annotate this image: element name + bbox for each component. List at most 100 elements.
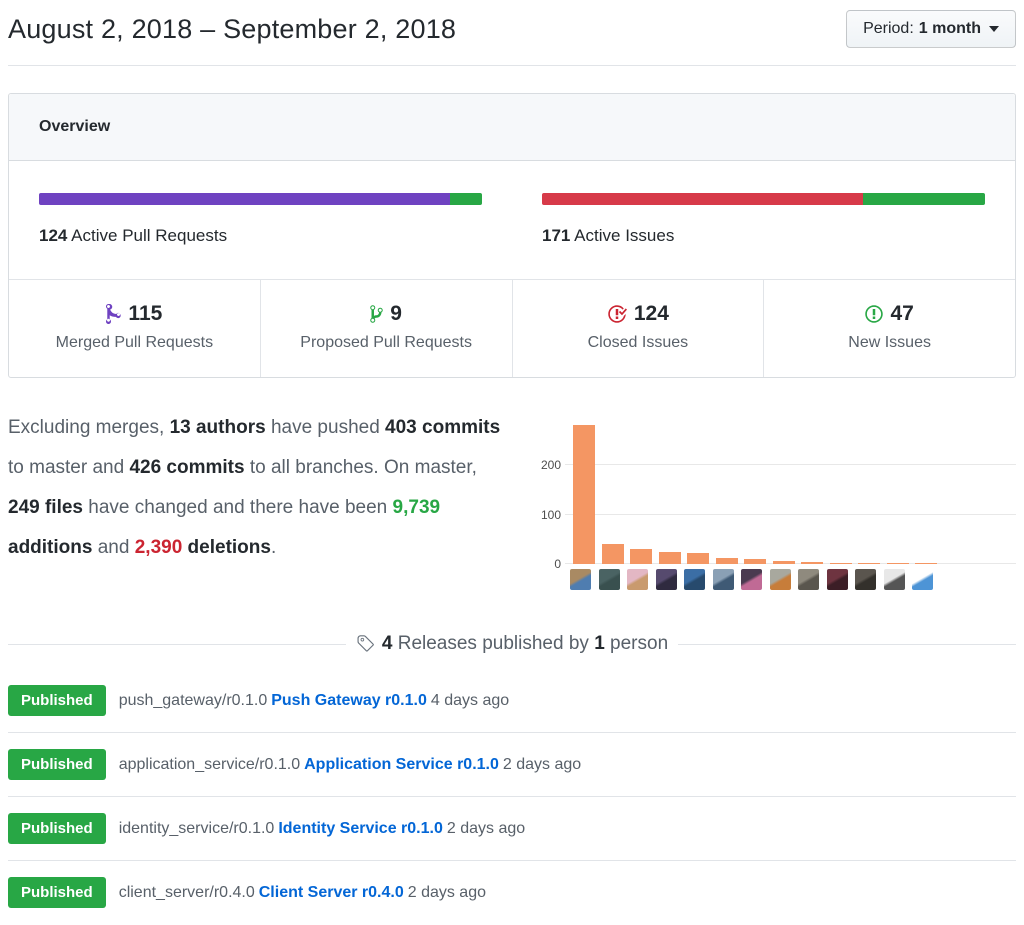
- author-avatar-8[interactable]: [769, 569, 791, 590]
- release-date: 2 days ago: [407, 883, 486, 901]
- active-pr-text: Active Pull Requests: [71, 226, 228, 245]
- published-badge: Published: [8, 685, 106, 716]
- proposed-pr-label: Proposed Pull Requests: [300, 334, 472, 351]
- proposed-pr-count: 9: [390, 302, 402, 325]
- author-avatar-4[interactable]: [655, 569, 677, 590]
- tag-icon: [356, 634, 374, 654]
- overview-title: Overview: [39, 118, 111, 135]
- y-axis-tick-label: 200: [540, 458, 561, 473]
- commit-bar-author-3: [630, 548, 652, 564]
- chart-plot-area: [565, 421, 1016, 590]
- release-title-link[interactable]: Push Gateway r0.1.0: [271, 691, 427, 709]
- active-pull-requests-label: 124 Active Pull Requests: [39, 226, 482, 246]
- new-issues-count: 47: [890, 302, 914, 325]
- commit-bar-author-1: [573, 425, 595, 564]
- summary-segment: to master and: [8, 457, 130, 478]
- closed-issues-label: Closed Issues: [587, 334, 689, 351]
- stat-proposed-pull-requests[interactable]: 9 Proposed Pull Requests: [259, 280, 512, 377]
- gridline: [565, 464, 1016, 466]
- overview-panel: Overview 124 Active Pull Requests: [8, 93, 1016, 378]
- release-list: Published push_gateway/r0.1.0 Push Gatewa…: [8, 669, 1016, 924]
- divider-line: [678, 643, 1016, 645]
- period-label: Period:: [863, 20, 914, 37]
- author-avatar-9[interactable]: [798, 569, 819, 590]
- new-issues-label: New Issues: [848, 334, 931, 351]
- releases-count: 4: [381, 633, 393, 654]
- stat-closed-issues[interactable]: 124 Closed Issues: [511, 280, 764, 377]
- closed-segment: [542, 193, 864, 205]
- release-title-link[interactable]: Application Service r0.1.0: [304, 755, 499, 773]
- git-merge-icon: [106, 304, 122, 324]
- active-issues-meter: 171 Active Issues: [512, 161, 1015, 279]
- all-branches-commits-count: 426 commits: [129, 457, 245, 478]
- release-date: 2 days ago: [502, 755, 582, 773]
- author-avatar-1[interactable]: [570, 569, 591, 590]
- releases-heading: 4 Releases published by 1 person: [346, 633, 678, 655]
- release-title-link[interactable]: Identity Service r0.1.0: [278, 819, 443, 837]
- merged-pr-count: 115: [128, 302, 163, 325]
- y-axis-tick-label: 0: [554, 557, 561, 571]
- author-avatar-13[interactable]: [912, 569, 933, 590]
- active-pr-count: 124: [39, 226, 68, 245]
- release-tag-name: push_gateway/r0.1.0: [118, 691, 268, 709]
- overview-stats: 115 Merged Pull Requests 9 Proposed Pull…: [9, 280, 1015, 377]
- chevron-down-icon: [989, 26, 999, 32]
- published-badge: Published: [8, 813, 106, 844]
- release-title-link[interactable]: Client Server r0.4.0: [258, 883, 404, 901]
- author-avatar-2[interactable]: [598, 569, 620, 590]
- issue-closed-icon: [607, 304, 627, 324]
- commits-per-author-chart: 0 100 200: [513, 408, 1016, 590]
- commit-summary-text: Excluding merges, 13 authors have pushed…: [8, 408, 513, 590]
- files-changed-count: 249 files: [8, 497, 83, 518]
- commit-bar-author-7: [744, 559, 766, 564]
- author-avatar-3[interactable]: [627, 569, 648, 590]
- published-badge: Published: [8, 877, 106, 908]
- activity-summary-section: Excluding merges, 13 authors have pushed…: [8, 408, 1016, 590]
- author-avatar-7[interactable]: [741, 569, 762, 590]
- author-avatar-5[interactable]: [684, 569, 705, 590]
- issues-progress-bar: [542, 193, 985, 205]
- additions-count: 9,739: [392, 497, 441, 518]
- active-pull-requests-meter: 124 Active Pull Requests: [9, 161, 512, 279]
- summary-segment: .: [270, 537, 277, 558]
- summary-segment: and: [92, 537, 135, 558]
- active-issues-text: Active Issues: [574, 226, 675, 245]
- gridline: [565, 513, 1016, 515]
- master-commits-count: 403 commits: [385, 417, 501, 438]
- proposed-segment: [449, 193, 482, 205]
- author-avatar-6[interactable]: [712, 569, 734, 590]
- period-dropdown-button[interactable]: Period: 1 month: [846, 10, 1016, 48]
- release-tag-name: identity_service/r0.1.0: [118, 819, 275, 837]
- commit-bar-author-12: [886, 562, 909, 564]
- page-header: August 2, 2018 – September 2, 2018 Perio…: [8, 0, 1016, 48]
- release-row: Published client_server/r0.4.0 Client Ser…: [8, 860, 1016, 924]
- stat-new-issues[interactable]: 47 New Issues: [763, 280, 1015, 377]
- merged-segment: [39, 193, 450, 205]
- release-date: 2 days ago: [446, 819, 526, 837]
- active-issues-label: 171 Active Issues: [542, 226, 985, 246]
- new-segment: [863, 193, 985, 205]
- commit-bar-author-6: [715, 557, 738, 564]
- author-avatar-11[interactable]: [855, 569, 876, 590]
- commit-bar-author-10: [829, 562, 852, 564]
- release-row: Published push_gateway/r0.1.0 Push Gatewa…: [8, 669, 1016, 732]
- commit-bar-author-5: [687, 552, 709, 564]
- period-value: 1 month: [918, 20, 981, 37]
- release-row: Published identity_service/r0.1.0 Identit…: [8, 796, 1016, 860]
- closed-issues-count: 124: [633, 302, 669, 325]
- release-date: 4 days ago: [430, 691, 510, 709]
- releases-person-count: 1: [594, 633, 605, 654]
- additions-word: additions: [8, 537, 93, 558]
- release-tag-name: client_server/r0.4.0: [118, 883, 255, 901]
- deletions-word: deletions: [182, 537, 271, 558]
- author-avatar-10[interactable]: [826, 569, 848, 590]
- stat-merged-pull-requests[interactable]: 115 Merged Pull Requests: [9, 280, 260, 377]
- releases-heading-text: 4 Releases published by 1 person: [381, 633, 669, 654]
- releases-section-header: 4 Releases published by 1 person: [8, 633, 1016, 655]
- summary-segment: to all branches. On master,: [244, 457, 477, 478]
- author-avatar-12[interactable]: [883, 569, 905, 590]
- overview-panel-header: Overview: [9, 94, 1015, 161]
- author-avatars-row: [570, 569, 1016, 590]
- y-axis-tick-label: 100: [540, 507, 561, 522]
